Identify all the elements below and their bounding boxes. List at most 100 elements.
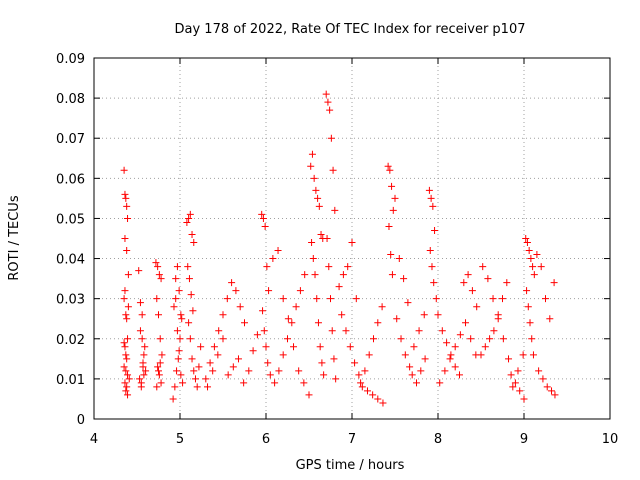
data-point [426, 247, 434, 255]
data-point [344, 263, 352, 271]
data-point [155, 311, 162, 319]
data-point [157, 275, 165, 283]
grid-lines [94, 58, 610, 419]
data-point [546, 315, 554, 323]
data-point [530, 271, 538, 279]
data-point [447, 351, 455, 359]
data-point [154, 363, 162, 371]
data-point [346, 343, 354, 351]
data-point [305, 391, 313, 399]
data-point [514, 367, 522, 375]
data-point [245, 367, 253, 375]
data-point [288, 319, 296, 327]
data-point [210, 343, 218, 351]
data-point [404, 299, 412, 307]
data-point [204, 383, 212, 391]
data-point [542, 295, 549, 303]
data-point [284, 335, 291, 343]
data-point [374, 395, 382, 403]
data-point [124, 391, 132, 399]
data-point [120, 339, 128, 347]
data-point [388, 182, 396, 190]
data-point [539, 375, 547, 383]
data-point [123, 383, 131, 391]
data-point [292, 303, 300, 311]
data-point [335, 283, 343, 291]
data-point [338, 311, 346, 319]
data-point [154, 263, 162, 271]
data-point [441, 367, 449, 375]
data-point [202, 375, 210, 383]
data-point [308, 150, 316, 158]
data-point [314, 194, 322, 202]
data-point [183, 218, 191, 226]
y-tick-label: 0 [77, 413, 85, 428]
data-point [415, 327, 423, 335]
data-point [526, 319, 534, 327]
data-point [125, 375, 133, 383]
data-point [124, 371, 132, 379]
data-point [533, 251, 541, 259]
data-point [265, 287, 273, 295]
data-point [484, 275, 492, 283]
data-point [223, 295, 231, 303]
data-point [348, 239, 356, 247]
y-tick-label: 0.03 [56, 293, 85, 308]
data-point [401, 351, 409, 359]
data-point [451, 363, 459, 371]
data-point [138, 311, 146, 319]
data-point [537, 263, 545, 271]
data-point [152, 259, 160, 267]
data-point [339, 271, 347, 279]
data-point [224, 371, 232, 379]
data-point [171, 383, 179, 391]
data-point [269, 255, 277, 263]
data-point [232, 287, 240, 295]
data-point [261, 222, 269, 230]
data-point [525, 247, 533, 255]
data-point [120, 295, 128, 303]
data-point [121, 379, 129, 387]
data-point [391, 194, 399, 202]
data-point [522, 235, 530, 242]
data-point [529, 351, 537, 359]
y-tick-label: 0.08 [56, 92, 85, 107]
chart-title: Day 178 of 2022, Rate Of TEC Index for r… [175, 22, 526, 37]
data-point [318, 359, 326, 367]
data-point [158, 351, 166, 359]
data-point [481, 343, 489, 351]
data-point [361, 367, 369, 375]
data-point [511, 379, 519, 387]
data-point [195, 363, 203, 371]
data-point [185, 319, 193, 327]
data-point [173, 367, 181, 375]
data-point [170, 303, 178, 311]
x-axis-label: GPS time / hours [296, 458, 405, 473]
data-point [358, 383, 366, 391]
data-point [219, 311, 227, 319]
data-point [369, 391, 377, 399]
data-point [190, 239, 198, 247]
data-point [274, 247, 282, 255]
data-point [124, 214, 132, 222]
data-point [275, 367, 283, 375]
data-point [138, 335, 146, 343]
data-point [365, 351, 373, 359]
data-point [374, 319, 382, 327]
data-point [446, 355, 454, 363]
data-point [240, 379, 248, 387]
data-point [438, 327, 446, 335]
data-point [451, 343, 459, 351]
data-point [136, 375, 144, 383]
data-point [156, 359, 164, 367]
data-point [189, 307, 197, 315]
data-point [370, 335, 377, 343]
data-point [384, 162, 392, 170]
data-point [122, 387, 130, 395]
data-point [551, 391, 559, 399]
data-point [528, 335, 536, 343]
data-point [355, 371, 363, 379]
x-tick-label: 6 [262, 432, 270, 447]
data-point [520, 395, 528, 403]
